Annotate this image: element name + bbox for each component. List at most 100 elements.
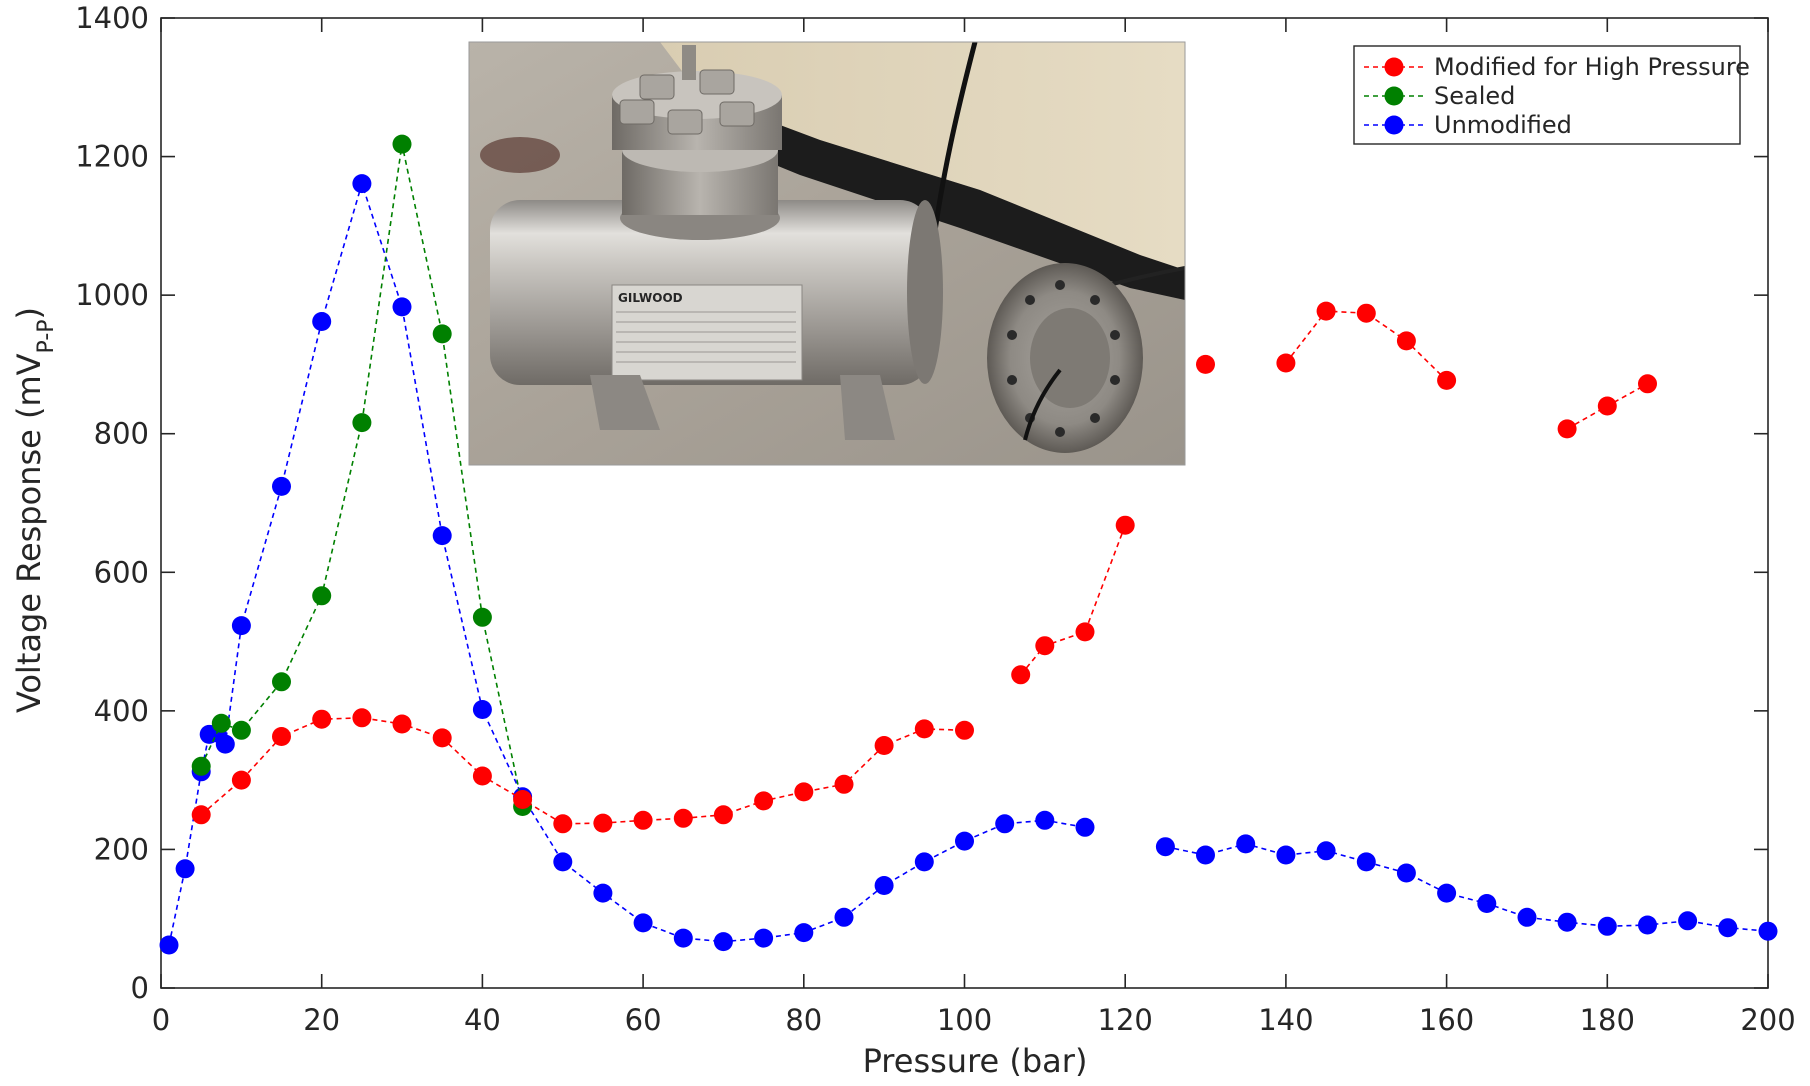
data-point bbox=[1316, 301, 1336, 321]
data-point bbox=[1638, 915, 1657, 935]
data-point bbox=[1155, 837, 1175, 857]
data-point bbox=[955, 831, 974, 851]
x-tick-label: 180 bbox=[1580, 1003, 1635, 1037]
data-point bbox=[1678, 911, 1698, 931]
data-point bbox=[432, 526, 452, 546]
data-point bbox=[392, 134, 412, 154]
series-line bbox=[200, 143, 524, 807]
data-point bbox=[914, 719, 934, 739]
data-point bbox=[392, 297, 412, 317]
x-tick-label: 0 bbox=[152, 1003, 170, 1037]
data-point bbox=[593, 883, 613, 903]
data-point bbox=[1396, 331, 1416, 351]
data-point bbox=[272, 672, 291, 692]
data-point bbox=[1276, 845, 1296, 865]
data-point bbox=[1477, 894, 1497, 913]
data-point bbox=[754, 928, 774, 948]
y-axis-title-subscript: P-P bbox=[34, 319, 59, 353]
y-tick-label: 1200 bbox=[75, 140, 149, 174]
data-point bbox=[1437, 883, 1457, 903]
data-point bbox=[754, 791, 774, 811]
data-point bbox=[1638, 374, 1657, 394]
inset-photo: GILWOOD bbox=[468, 41, 1186, 466]
data-point bbox=[673, 928, 693, 948]
data-point bbox=[834, 907, 854, 927]
y-tick-label: 400 bbox=[94, 694, 149, 728]
data-point bbox=[633, 913, 653, 933]
data-point bbox=[1597, 916, 1617, 936]
series-line bbox=[1165, 843, 1769, 932]
data-point bbox=[1758, 921, 1778, 941]
x-axis-title: Pressure (bar) bbox=[863, 1042, 1088, 1080]
series-layer bbox=[159, 134, 1778, 955]
y-tick-label: 1400 bbox=[75, 1, 149, 35]
data-point bbox=[1597, 396, 1617, 416]
data-point bbox=[1115, 515, 1135, 535]
data-point bbox=[352, 174, 372, 194]
data-point bbox=[1316, 841, 1336, 861]
x-tick-label: 40 bbox=[464, 1003, 501, 1037]
data-point bbox=[1236, 834, 1256, 854]
legend-label: Sealed bbox=[1434, 82, 1515, 110]
x-tick-label: 120 bbox=[1098, 1003, 1153, 1037]
series-line bbox=[1020, 524, 1126, 676]
y-axis-title: Voltage Response (mVP-P) bbox=[10, 307, 59, 713]
series-unmodified bbox=[159, 174, 1778, 955]
data-point bbox=[312, 312, 332, 331]
x-tick-label: 60 bbox=[625, 1003, 662, 1037]
data-point bbox=[159, 935, 179, 955]
y-tick-label: 800 bbox=[94, 417, 149, 451]
y-tick-label: 200 bbox=[94, 832, 149, 866]
data-point bbox=[1557, 912, 1577, 932]
data-point bbox=[1356, 303, 1376, 323]
data-point bbox=[1035, 810, 1055, 830]
data-point bbox=[472, 700, 492, 719]
data-point bbox=[593, 813, 613, 833]
data-point bbox=[513, 790, 533, 809]
data-point bbox=[312, 709, 332, 729]
x-axis: 0 20 40 60 80 100 120 140 160 180 200 bbox=[152, 18, 1796, 1037]
legend-box bbox=[1353, 45, 1741, 145]
data-point bbox=[432, 324, 452, 344]
x-tick-label: 100 bbox=[937, 1003, 992, 1037]
data-point bbox=[874, 736, 894, 755]
data-point bbox=[1075, 622, 1095, 642]
x-tick-label: 20 bbox=[303, 1003, 340, 1037]
x-tick-label: 200 bbox=[1740, 1003, 1795, 1037]
data-point bbox=[191, 756, 211, 776]
y-tick-label: 1000 bbox=[75, 278, 149, 312]
data-point bbox=[834, 774, 854, 794]
data-point bbox=[1196, 845, 1215, 865]
data-point bbox=[211, 713, 231, 733]
data-point bbox=[1396, 863, 1416, 883]
data-point bbox=[215, 734, 235, 754]
data-point bbox=[794, 923, 814, 943]
x-tick-label: 80 bbox=[785, 1003, 822, 1037]
data-point bbox=[713, 932, 733, 952]
data-point bbox=[1356, 852, 1376, 872]
data-point bbox=[553, 852, 573, 872]
legend-marker bbox=[1384, 57, 1404, 77]
legend: Modified for High PressureSealedUnmodifi… bbox=[1353, 45, 1750, 145]
legend-marker bbox=[1384, 86, 1404, 106]
data-point bbox=[713, 805, 733, 825]
data-point bbox=[673, 808, 693, 828]
series-line bbox=[1285, 310, 1448, 381]
data-point bbox=[231, 616, 251, 636]
data-point bbox=[914, 852, 934, 872]
y-axis-title-close: ) bbox=[10, 307, 48, 319]
x-tick-label: 140 bbox=[1258, 1003, 1313, 1037]
series-modified-for-high-pressure bbox=[191, 301, 1657, 834]
data-point bbox=[191, 805, 211, 825]
data-point bbox=[874, 876, 894, 895]
legend-label: Modified for High Pressure bbox=[1434, 53, 1750, 81]
legend-marker bbox=[1384, 115, 1404, 135]
data-point bbox=[312, 586, 332, 606]
data-point bbox=[1075, 817, 1095, 837]
y-tick-label: 600 bbox=[94, 555, 149, 589]
x-tick-label: 160 bbox=[1419, 1003, 1474, 1037]
data-point bbox=[352, 413, 372, 433]
data-point bbox=[1437, 370, 1457, 390]
data-point bbox=[633, 810, 653, 830]
